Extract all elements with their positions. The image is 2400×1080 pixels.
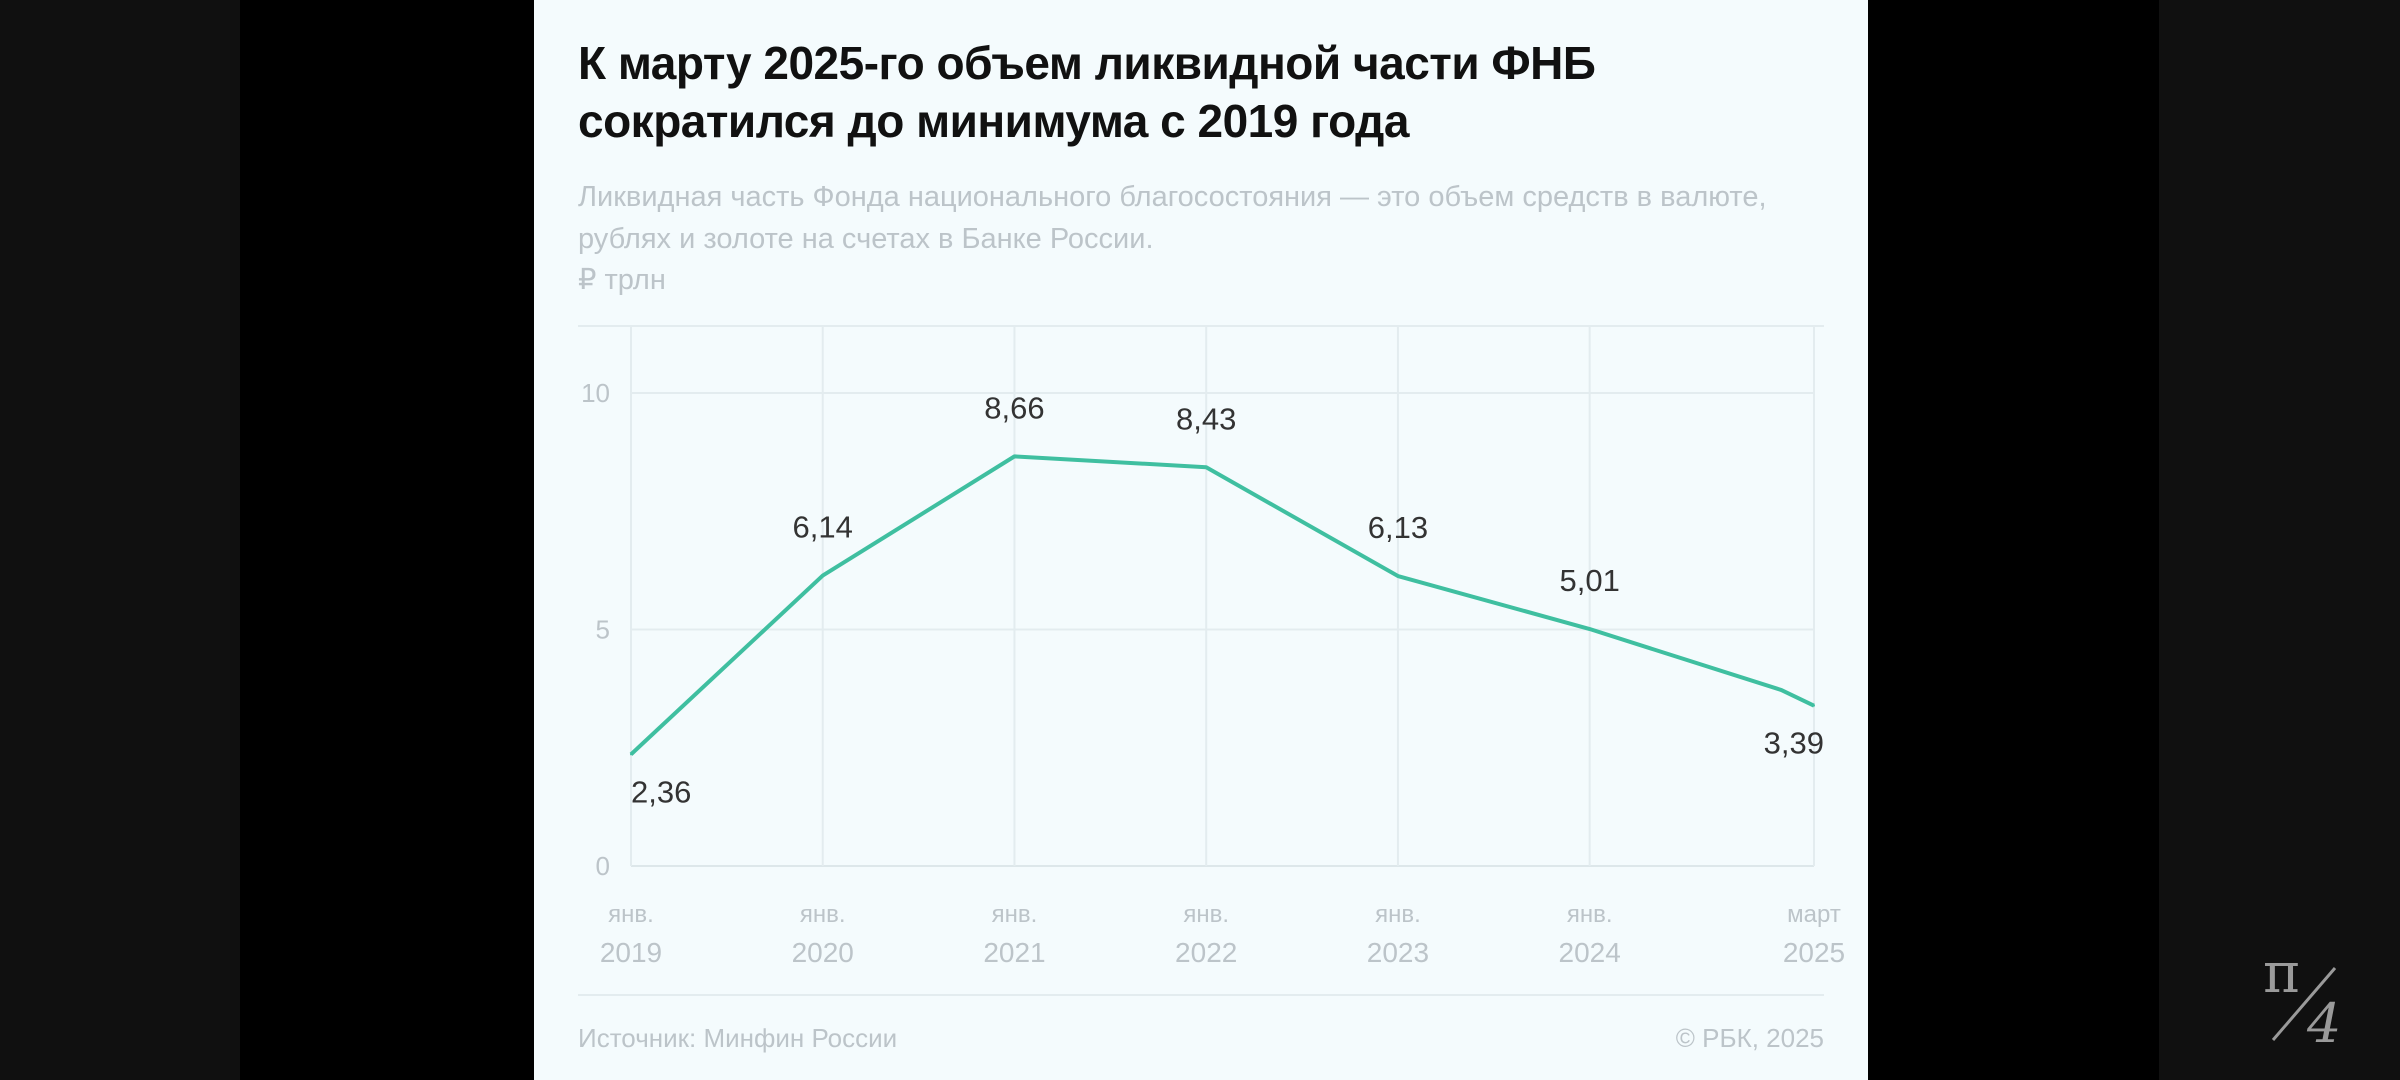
source-note: Источник: Минфин России <box>578 1023 897 1053</box>
data-label: 8,43 <box>1176 401 1236 436</box>
left-background-panel <box>0 0 240 1080</box>
x-tick-label-month: янв. <box>800 901 846 928</box>
data-point <box>1588 628 1591 631</box>
data-label: 6,13 <box>1368 510 1428 545</box>
x-tick-label-year: 2023 <box>1367 937 1429 968</box>
x-tick-label-year: 2025 <box>1783 937 1845 968</box>
x-tick-label-year: 2022 <box>1175 937 1237 968</box>
x-tick-label-year: 2019 <box>600 937 662 968</box>
x-tick-label-month: янв. <box>1183 901 1229 928</box>
data-point <box>821 574 824 577</box>
y-tick-label: 10 <box>581 378 610 408</box>
x-tick-label-month: янв. <box>992 901 1038 928</box>
right-background-panel <box>2159 0 2400 1080</box>
data-point <box>1780 689 1783 692</box>
chart-card: К марту 2025-го объем ликвидной части ФН… <box>534 0 1868 1080</box>
pi-over-4-logo-icon: π 4 <box>2263 941 2341 1050</box>
chart-title: К марту 2025-го объем ликвидной части ФН… <box>578 37 1596 147</box>
svg-text:π: π <box>2263 941 2300 1006</box>
x-tick-label-month: март <box>1787 901 1841 928</box>
data-point <box>1205 466 1208 469</box>
y-tick-label: 0 <box>596 851 610 881</box>
x-tick-label-year: 2020 <box>792 937 854 968</box>
x-tick-label-year: 2024 <box>1559 937 1621 968</box>
data-point <box>1396 575 1399 578</box>
data-label: 3,39 <box>1764 726 1824 761</box>
line-chart: Источник: Минфин России © РБК, 2025 0 5 10… <box>578 325 1845 1053</box>
x-tick-label-year: 2021 <box>983 937 1045 968</box>
data-label: 2,36 <box>631 774 691 809</box>
data-label: 6,14 <box>793 510 853 545</box>
y-tick-label: 5 <box>596 615 610 645</box>
data-label: 8,66 <box>984 390 1044 425</box>
series-line <box>629 454 1815 756</box>
chart-subtitle: Ликвидная часть Фонда национального благ… <box>578 181 1767 255</box>
x-tick-label-month: янв. <box>608 901 654 928</box>
copyright-note: © РБК, 2025 <box>1676 1023 1824 1053</box>
svg-text:4: 4 <box>2306 992 2341 1050</box>
y-axis-unit: ₽ трлн <box>578 264 666 296</box>
x-tick-label-month: янв. <box>1567 901 1613 928</box>
data-point <box>1013 455 1016 458</box>
data-point <box>1813 704 1815 707</box>
data-point <box>630 753 632 756</box>
x-tick-label-month: янв. <box>1375 901 1421 928</box>
data-label: 5,01 <box>1559 563 1619 598</box>
